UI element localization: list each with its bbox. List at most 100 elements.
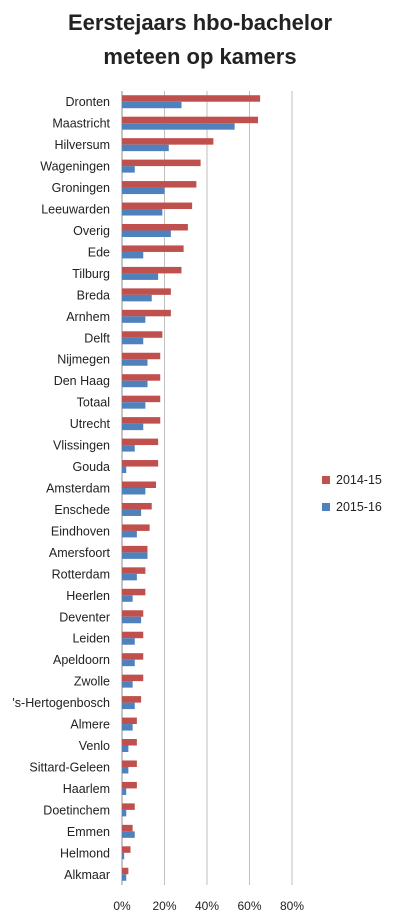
bar-2015-16 bbox=[122, 852, 125, 860]
bar-2015-16 bbox=[122, 488, 146, 495]
bar-2015-16 bbox=[122, 530, 137, 538]
bar-2015-16 bbox=[122, 702, 135, 710]
legend: 2014-15 2015-16 bbox=[322, 473, 382, 514]
bar-2014-15 bbox=[122, 288, 171, 295]
chart-title-line-2: meteen op kamers bbox=[103, 44, 296, 69]
bar-2014-15 bbox=[122, 266, 182, 274]
bar-2014-15 bbox=[122, 567, 146, 574]
bar-2015-16 bbox=[122, 638, 135, 645]
bar-2014-15 bbox=[122, 781, 137, 789]
bar-2014-15 bbox=[122, 846, 131, 853]
category-label: Zwolle bbox=[74, 675, 110, 689]
category-label: Sittard-Geleen bbox=[29, 760, 110, 774]
bar-2014-15 bbox=[122, 438, 159, 446]
category-label: Ede bbox=[88, 245, 110, 259]
bar-2014-15 bbox=[122, 309, 171, 317]
category-label: Arnhem bbox=[66, 310, 110, 324]
category-label: Gouda bbox=[72, 460, 110, 474]
bar-2015-16 bbox=[122, 144, 169, 152]
bar-2014-15 bbox=[122, 717, 137, 725]
bar-2015-16 bbox=[122, 230, 171, 237]
bar-2014-15 bbox=[122, 502, 152, 510]
bar-2014-15 bbox=[122, 331, 163, 338]
category-label: Alkmaar bbox=[64, 868, 110, 882]
x-tick-label: 20% bbox=[152, 899, 176, 913]
category-label: Den Haag bbox=[54, 374, 110, 388]
bar-2015-16 bbox=[122, 659, 135, 667]
category-label: 's-Hertogenbosch bbox=[12, 696, 110, 710]
category-label: Heerlen bbox=[66, 589, 110, 603]
x-tick-label: 80% bbox=[280, 899, 304, 913]
bar-2015-16 bbox=[122, 123, 235, 130]
category-label: Delft bbox=[84, 331, 110, 345]
bar-2014-15 bbox=[122, 159, 201, 167]
category-label: Enschede bbox=[54, 503, 110, 517]
category-label: Leeuwarden bbox=[41, 203, 110, 217]
bar-2014-15 bbox=[122, 202, 193, 210]
bar-2014-15 bbox=[122, 631, 144, 639]
bar-2015-16 bbox=[122, 273, 159, 280]
category-label: Emmen bbox=[67, 825, 110, 839]
bar-2014-15 bbox=[122, 395, 161, 403]
bar-2015-16 bbox=[122, 251, 144, 259]
gridlines bbox=[121, 91, 293, 885]
legend-label: 2015-16 bbox=[336, 500, 382, 514]
legend-swatch bbox=[322, 476, 330, 484]
bar-2014-15 bbox=[122, 653, 144, 660]
bar-2015-16 bbox=[122, 616, 142, 624]
bar-2014-15 bbox=[122, 739, 137, 746]
bar-2015-16 bbox=[122, 766, 129, 774]
bar-2015-16 bbox=[122, 595, 133, 602]
bar-2014-15 bbox=[122, 223, 188, 231]
category-label: Venlo bbox=[79, 739, 110, 753]
category-label: Deventer bbox=[59, 610, 110, 624]
category-labels: Dronten Maastricht Hilversum Wageningen Gron… bbox=[12, 95, 110, 882]
bar-2015-16 bbox=[122, 101, 182, 109]
bar-2015-16 bbox=[122, 166, 135, 173]
bar-2014-15 bbox=[122, 760, 137, 767]
bar-2015-16 bbox=[122, 573, 137, 581]
category-label: Rotterdam bbox=[52, 567, 110, 581]
bar-2015-16 bbox=[122, 788, 127, 795]
bar-2015-16 bbox=[122, 359, 148, 366]
bar-2014-15 bbox=[122, 374, 161, 381]
bar-2014-15 bbox=[122, 803, 135, 810]
bar-2014-15 bbox=[122, 867, 129, 875]
x-tick-label: 0% bbox=[113, 899, 131, 913]
bar-2014-15 bbox=[122, 674, 144, 682]
legend-swatch bbox=[322, 503, 330, 511]
bar-2015-16 bbox=[122, 466, 127, 474]
category-label: Apeldoorn bbox=[53, 653, 110, 667]
category-label: Hilversum bbox=[54, 138, 110, 152]
bar-2015-16 bbox=[122, 809, 127, 817]
category-label: Amsterdam bbox=[46, 482, 110, 496]
category-label: Overig bbox=[73, 224, 110, 238]
chart-title-line-1: Eerstejaars hbo-bachelor bbox=[68, 10, 333, 35]
bar-2015-16 bbox=[122, 445, 135, 452]
bar-2014-15 bbox=[122, 245, 184, 252]
bar-2015-16 bbox=[122, 337, 144, 345]
bar-2015-16 bbox=[122, 681, 133, 688]
category-label: Leiden bbox=[72, 632, 110, 646]
bar-2015-16 bbox=[122, 724, 133, 731]
bar-2014-15 bbox=[122, 417, 161, 424]
bar-2015-16 bbox=[122, 402, 146, 409]
bar-2014-15 bbox=[122, 545, 148, 553]
x-tick-label: 40% bbox=[195, 899, 219, 913]
bar-2015-16 bbox=[122, 745, 129, 753]
bar-2015-16 bbox=[122, 423, 144, 431]
bars bbox=[122, 95, 261, 881]
bar-2014-15 bbox=[122, 696, 142, 703]
category-label: Tilburg bbox=[72, 267, 110, 281]
category-label: Totaal bbox=[77, 396, 110, 410]
category-label: Amersfoort bbox=[49, 546, 111, 560]
bar-2015-16 bbox=[122, 874, 127, 881]
bar-2015-16 bbox=[122, 209, 163, 216]
bar-2015-16 bbox=[122, 187, 165, 195]
category-label: Nijmegen bbox=[57, 353, 110, 367]
x-tick-label: 60% bbox=[237, 899, 261, 913]
category-label: Vlissingen bbox=[53, 439, 110, 453]
bar-2015-16 bbox=[122, 380, 148, 388]
bar-2014-15 bbox=[122, 181, 197, 188]
